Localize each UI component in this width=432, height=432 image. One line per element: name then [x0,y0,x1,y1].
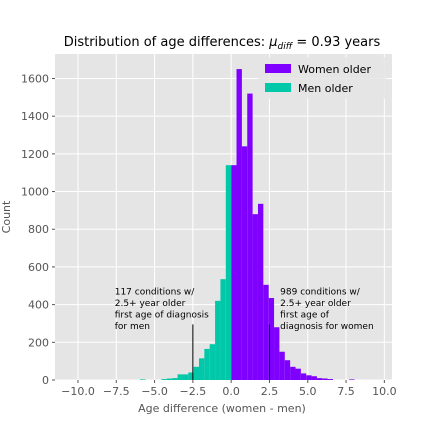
y-tick-label: 200 [28,336,49,349]
legend-label-women-older: Women older [298,63,371,76]
bar-men-older [177,374,183,380]
bar-men-older [182,374,189,380]
legend: Women older Men older [258,57,386,99]
bar-women-older [241,146,248,380]
y-tick-label: 1600 [21,72,49,85]
x-tick-label: 10.0 [372,385,397,398]
bar-men-older [198,358,205,380]
bar-women-older [316,378,323,380]
x-tick-label: 0.0 [222,385,240,398]
bar-men-older [209,344,216,380]
bar-men-older [166,378,173,380]
bar-men-older [172,378,178,380]
bar-women-older [252,214,258,380]
annotation-text: 2.5+ year older [280,299,351,309]
x-axis-label: Age difference (women - men) [138,402,306,415]
annotation-text: first age of diagnosis [115,310,209,320]
x-axis-ticks: −10.0 −7.5 −5.0 −2.5 0.0 2.5 5.0 7.5 10.0 [61,380,397,398]
y-axis-label: Count [0,200,13,233]
bar-women-older [300,373,307,380]
y-tick-label: 600 [28,261,49,274]
y-tick-label: 0 [42,374,49,387]
x-tick-label: 7.5 [337,385,355,398]
bar-women-older [290,366,296,380]
annotation-text: 117 conditions w/ [115,287,196,297]
x-tick-label: −2.5 [180,385,207,398]
bar-women-older [306,375,312,380]
bar-men-older [161,379,167,380]
y-tick-label: 1200 [21,148,49,161]
x-tick-label: 5.0 [299,385,317,398]
x-tick-label: 2.5 [261,385,279,398]
bar-women-older [274,327,280,380]
bar-men-older [215,300,221,380]
chart-title-value: = 0.93 years [292,35,380,50]
y-tick-label: 400 [28,299,49,312]
bar-men-older [204,348,210,380]
bar-women-older [231,165,237,380]
y-tick-label: 800 [28,223,49,236]
bar-men-older [188,372,194,380]
bar-men-older [193,366,199,380]
x-tick-label: −10.0 [61,385,95,398]
legend-swatch-women-older [265,64,291,73]
bars [140,69,355,381]
chart-title-sub: diff [278,42,294,52]
legend-swatch-men-older [265,83,291,92]
bar-women-older [349,379,355,380]
annotation-text: first age of [280,310,330,320]
bar-women-older [327,379,334,380]
annotation-text: for men [115,322,150,332]
chart-title: Distribution of age differences: μdiff =… [64,35,381,52]
x-tick-label: −5.0 [141,385,168,398]
y-tick-label: 1000 [21,186,49,199]
bar-women-older [257,203,264,380]
bar-women-older [311,376,317,380]
y-tick-label: 1400 [21,110,49,123]
chart-title-main: Distribution of age differences: [64,35,270,50]
bar-men-older [140,379,146,380]
bar-women-older [322,378,328,380]
bar-women-older [279,351,285,380]
bar-men-older [220,279,226,380]
y-axis-ticks: 0 200 400 600 800 1000 1200 1400 1600 [21,72,55,387]
bar-women-older [263,284,269,380]
x-tick-label: −7.5 [103,385,130,398]
chart-title-mu: μ [268,35,277,50]
annotation-text: 2.5+ year older [115,299,186,309]
bar-women-older [236,69,242,381]
annotation-text: 989 conditions w/ [280,287,361,297]
bar-women-older [284,360,291,380]
bar-women-older [295,368,301,380]
legend-label-men-older: Men older [298,82,353,95]
bar-women-older [247,93,253,380]
bar-women-older [268,298,275,380]
annotation-text: diagnosis for women [280,322,374,332]
bar-men-older [225,165,232,380]
